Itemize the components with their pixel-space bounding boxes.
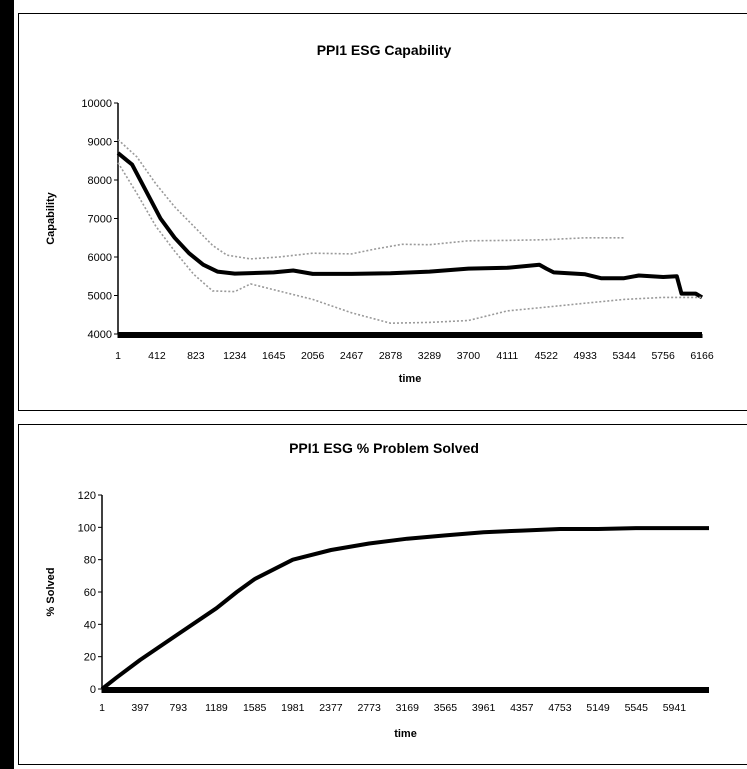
- chart-title: PPI1 ESG % Problem Solved: [289, 440, 479, 456]
- series-line-thick-black: [100, 526, 709, 691]
- y-tick-label: 5000: [88, 291, 112, 303]
- x-tick-label: 1234: [223, 350, 247, 362]
- x-tick-label: 5149: [586, 702, 610, 714]
- x-tick-label: 4753: [548, 702, 572, 714]
- x-tick-label: 1645: [262, 350, 286, 362]
- capability-chart: PPI1 ESG Capability 4000 5000 6000 7000 8000 9…: [45, 42, 714, 385]
- chart-title: PPI1 ESG Capability: [317, 42, 452, 58]
- x-tick-label: 3961: [472, 702, 496, 714]
- y-tick-label: 0: [90, 684, 96, 696]
- x-tick-label: 823: [187, 350, 205, 362]
- series-line-thick-black: [116, 151, 704, 300]
- x-tick-label: 6166: [690, 350, 714, 362]
- x-tick-label: 2773: [357, 702, 381, 714]
- series-line-lower-dotted: [117, 162, 702, 325]
- x-tick-label: 412: [148, 350, 166, 362]
- x-tick-label: 5941: [663, 702, 687, 714]
- x-tick-label: 2467: [340, 350, 364, 362]
- x-tick-label: 793: [170, 702, 188, 714]
- x-tick-label: 2878: [379, 350, 403, 362]
- x-tick-label: 4111: [496, 350, 518, 362]
- x-tick-label: 1585: [243, 702, 267, 714]
- y-tick-label: 60: [84, 587, 96, 599]
- y-tick-label: 80: [84, 555, 96, 567]
- x-tick-label: 5545: [625, 702, 649, 714]
- x-tick-label: 397: [131, 702, 149, 714]
- x-tick-label: 4933: [574, 350, 598, 362]
- y-tick-label: 6000: [88, 252, 112, 264]
- x-tick-label: 2377: [319, 702, 343, 714]
- y-axis-title: % Solved: [45, 568, 57, 617]
- window-left-border: [0, 0, 14, 769]
- y-tick-label: 100: [78, 522, 96, 534]
- y-tick-label: 10000: [81, 98, 112, 110]
- y-tick-label: 40: [84, 619, 96, 631]
- x-tick-label: 4522: [535, 350, 559, 362]
- x-tick-label: 3700: [457, 350, 481, 362]
- x-tick-label: 1: [115, 350, 121, 362]
- problem-solved-chart-panel: PPI1 ESG % Problem Solved 0 20 40 60 80 100 120…: [18, 424, 747, 765]
- x-tick-label: 1189: [205, 702, 228, 714]
- problem-solved-chart: PPI1 ESG % Problem Solved 0 20 40 60 80 100 120…: [45, 440, 709, 740]
- capability-chart-panel: PPI1 ESG Capability 4000 5000 6000 7000 8000 9…: [18, 13, 747, 411]
- x-tick-label: 1: [99, 702, 105, 714]
- y-tick-label: 20: [84, 652, 96, 664]
- x-tick-label: 2056: [301, 350, 325, 362]
- y-tick-label: 120: [78, 490, 96, 502]
- x-tick-label: 4357: [510, 702, 534, 714]
- x-tick-label: 3289: [418, 350, 442, 362]
- y-axis-title: Capability: [45, 191, 57, 244]
- x-tick-label: 3169: [396, 702, 420, 714]
- x-tick-label: 5344: [612, 350, 636, 362]
- x-axis-title: time: [394, 728, 417, 740]
- y-tick-label: 4000: [88, 329, 112, 341]
- y-tick-label: 8000: [88, 175, 112, 187]
- series-line-upper-dotted: [117, 139, 625, 260]
- y-tick-label: 7000: [88, 214, 112, 226]
- x-tick-label: 3565: [434, 702, 458, 714]
- y-tick-label: 9000: [88, 137, 112, 149]
- x-tick-label: 5756: [651, 350, 675, 362]
- x-axis-bar: [102, 687, 709, 693]
- x-tick-label: 1981: [281, 702, 305, 714]
- x-axis-bar: [118, 332, 702, 338]
- x-axis-title: time: [399, 373, 422, 385]
